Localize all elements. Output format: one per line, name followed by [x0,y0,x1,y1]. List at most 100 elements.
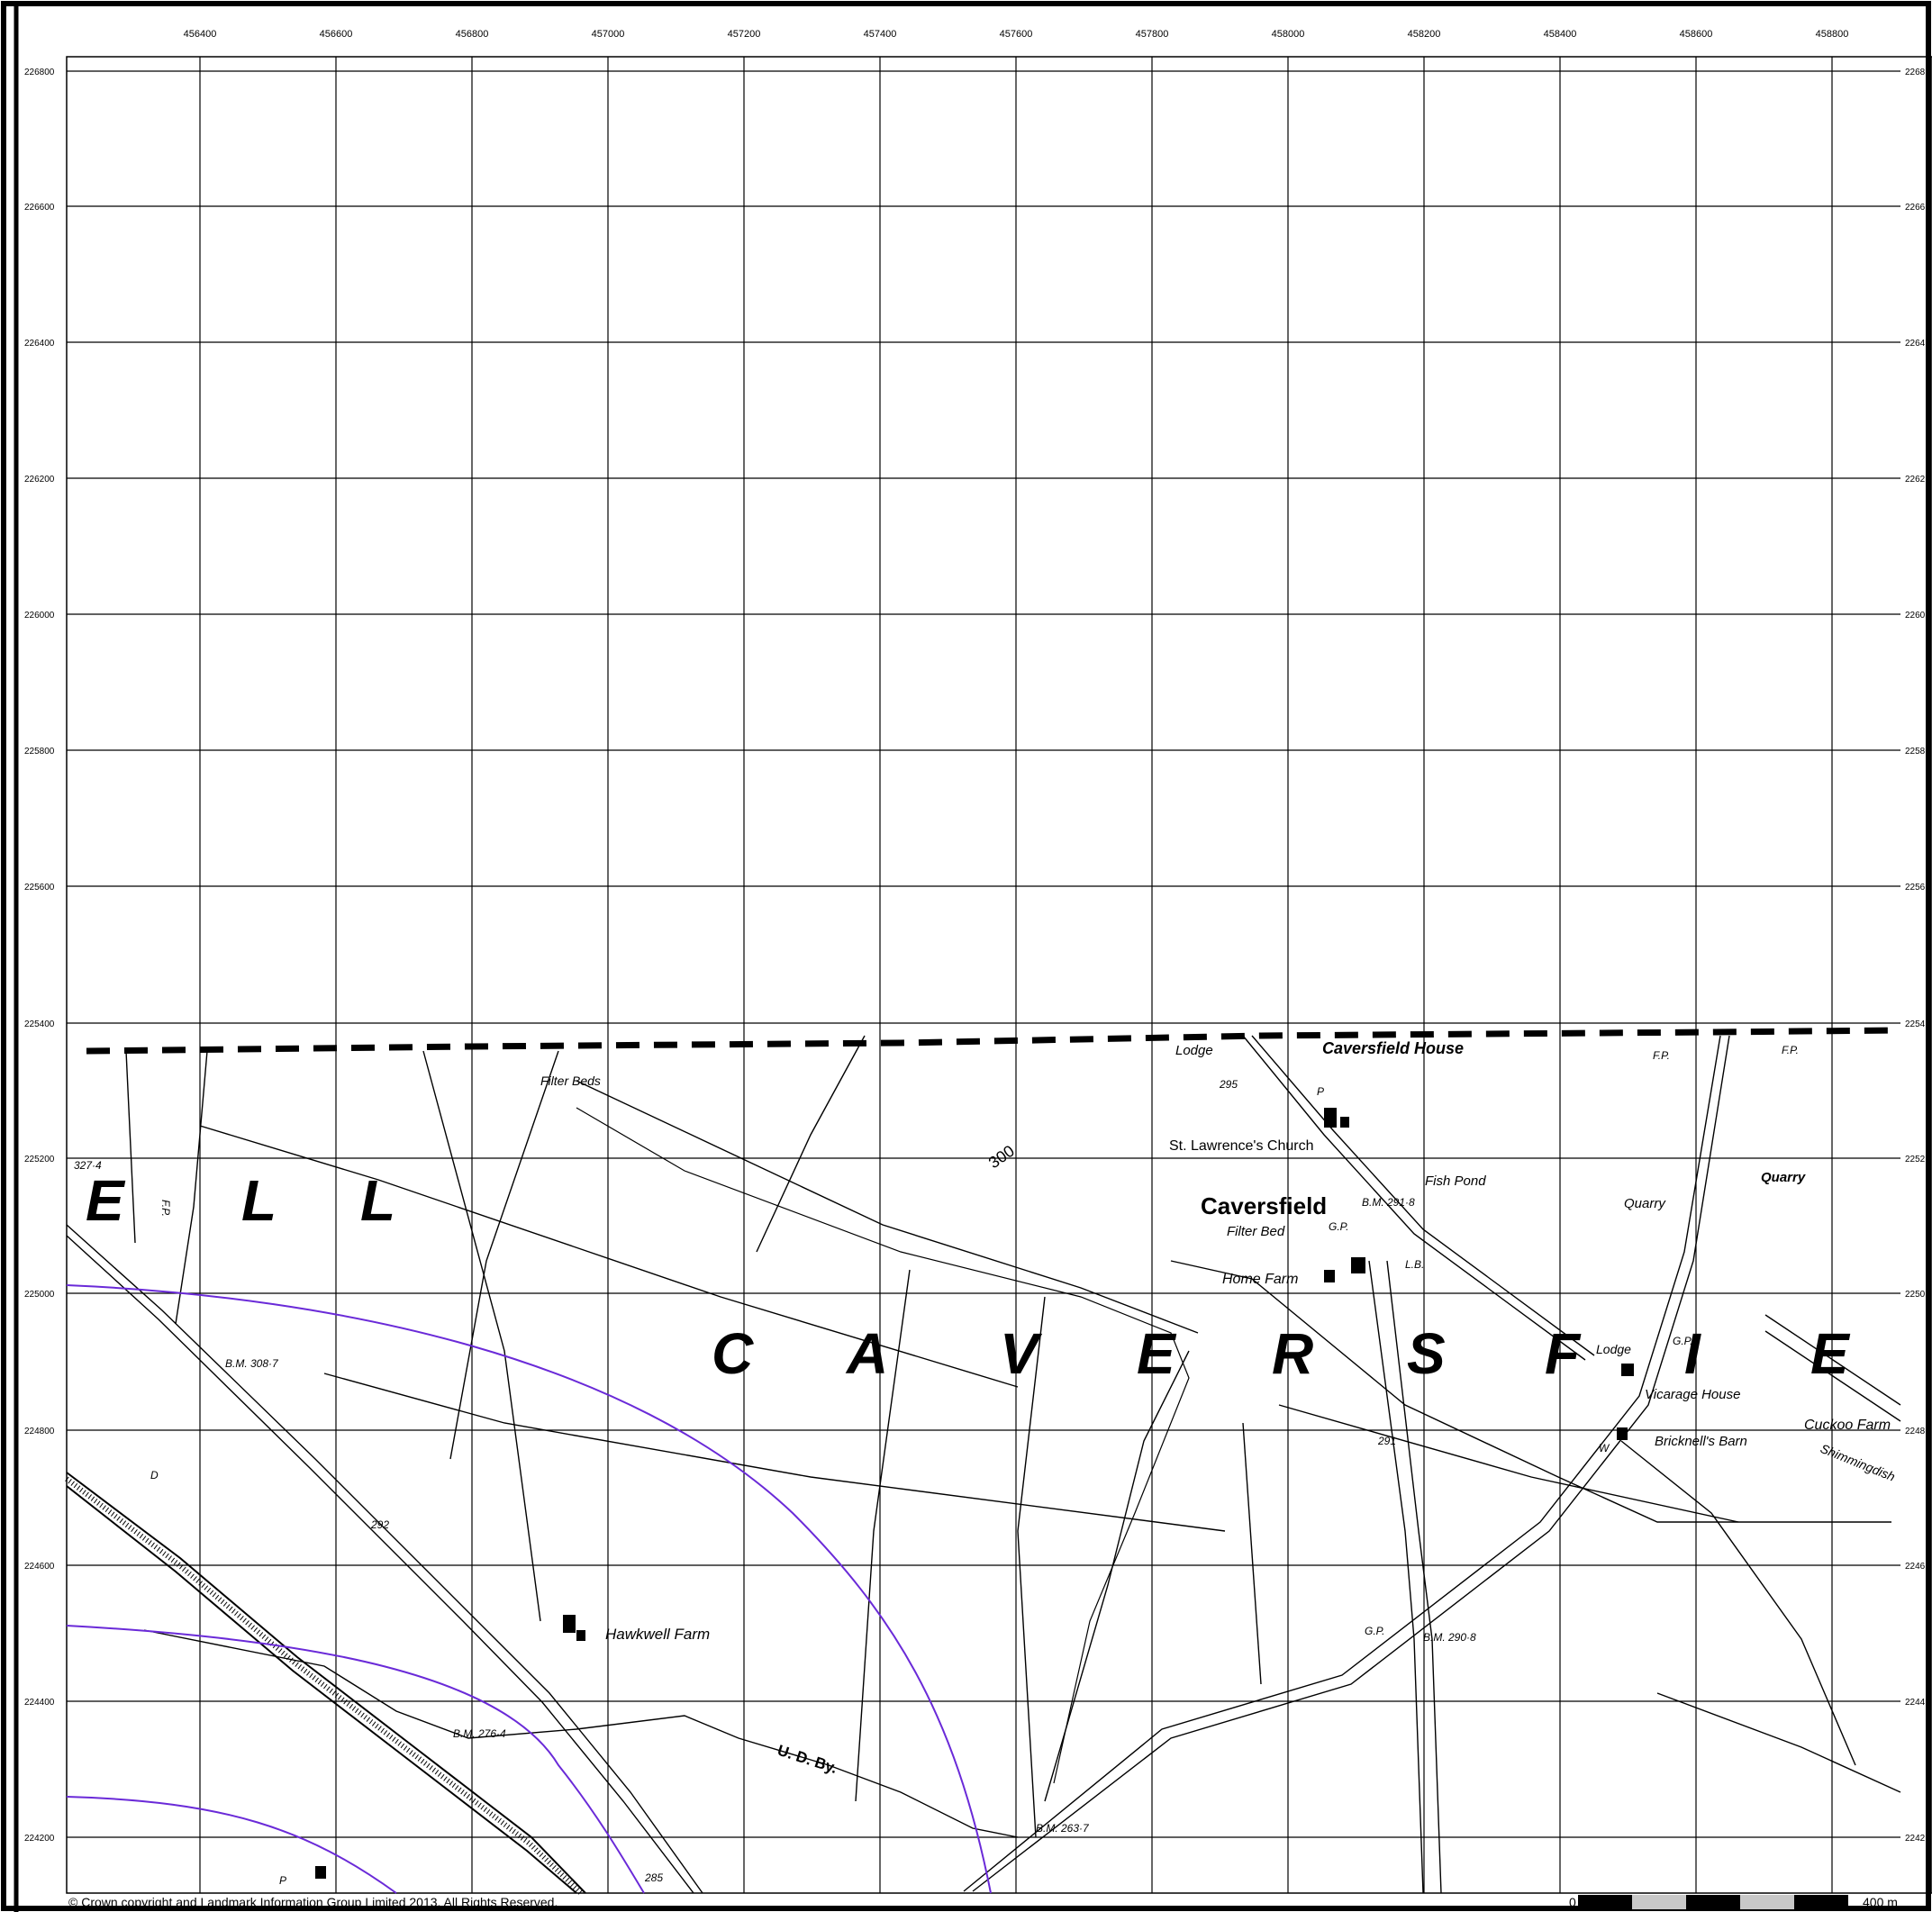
caversfield-label: Caversfield [1201,1192,1327,1219]
scale-bar: 0 400 m [1569,1895,1898,1909]
copyright-text: © Crown copyright and Landmark Informati… [68,1895,558,1909]
cuckoo-farm-label: Cuckoo Farm [1804,1418,1891,1433]
northing-label-right: 2258 [1905,747,1926,757]
quarry-label: Quarry [1761,1170,1806,1185]
p-label: P [279,1874,286,1887]
northing-label: 225600 [24,883,55,893]
p-label: P [1317,1085,1324,1098]
vicarage-house-label: Vicarage House [1645,1387,1740,1402]
benchmark-label: B.M. 308·7 [225,1357,279,1370]
parish-letter: R [1272,1321,1313,1386]
easting-label: 458800 [1816,29,1849,40]
easting-labels: 456400 456600 456800 457000 457200 45740… [184,29,1849,40]
parish-letter: E [1810,1321,1851,1386]
building-clusters [315,1108,1634,1879]
parish-letter: A [845,1321,888,1386]
northing-label-right: 2242 [1905,1834,1926,1844]
northing-label-right: 2266 [1905,203,1926,213]
easting-label: 457200 [728,29,761,40]
benchmark-label: B.M. 276·4 [453,1727,506,1740]
northing-label: 225000 [24,1290,55,1300]
benchmark-label: B.M. 291·8 [1362,1196,1415,1209]
parish-name-caversfield: C A V E R S F I E [712,1321,1851,1386]
map-extent-boundary [86,1027,1901,1055]
st-lawrences-church-label: St. Lawrence's Church [1169,1138,1313,1154]
spot-heights: B.M. 308·7 B.M. 276·4 B.M. 263·7 B.M. 29… [74,1078,1476,1884]
northing-label: 225400 [24,1019,55,1029]
northing-label: 226800 [24,68,55,77]
scale-end-label: 400 m [1863,1895,1898,1909]
lb-label: L.B. [1405,1258,1424,1271]
gp-label: G.P. [1329,1220,1348,1233]
northing-label-right: 2254 [1905,1019,1926,1029]
gp-label: G.P. [1673,1335,1692,1347]
northing-labels-right: 2268 2266 2264 2262 2260 2258 2256 2254 … [1905,68,1926,1844]
northing-labels: 226800 226600 226400 226200 226000 22580… [24,68,55,1844]
northing-label-right: 2264 [1905,339,1926,349]
parish-letter: C [712,1321,754,1386]
easting-label: 458600 [1680,29,1713,40]
easting-label: 457400 [864,29,897,40]
northing-label-right: 2252 [1905,1155,1926,1164]
northing-label: 226400 [24,339,55,349]
spot-height-label: 285 [644,1871,663,1884]
easting-label: 458200 [1408,29,1441,40]
parish-letter: S [1407,1321,1446,1386]
northing-label: 226200 [24,475,55,485]
northing-label-right: 2262 [1905,475,1926,485]
easting-label: 456600 [320,29,353,40]
scale-start-label: 0 [1569,1895,1576,1909]
northing-label: 226000 [24,611,55,621]
parish-letter: L [241,1168,277,1233]
caversfield-house-label: Caversfield House [1322,1039,1464,1057]
spot-height-label: 292 [370,1518,389,1531]
home-farm-label: Home Farm [1222,1272,1298,1287]
parish-letter: F [1545,1321,1582,1386]
route-curves [66,1284,992,1894]
northing-label-right: 2246 [1905,1562,1926,1572]
easting-label: 458000 [1272,29,1305,40]
northing-label-right: 2250 [1905,1290,1926,1300]
northing-label-right: 2260 [1905,611,1926,621]
historic-map-linework [65,1035,1901,1896]
w-label: W [1599,1442,1610,1454]
spot-height-label: 291 [1377,1435,1396,1447]
filter-beds-label: Filter Beds [540,1074,601,1088]
easting-label: 456400 [184,29,217,40]
parish-letter: E [1137,1321,1177,1386]
parish-letter: E [86,1168,126,1233]
northing-label-right: 2244 [1905,1698,1926,1708]
d-label: D [150,1469,159,1482]
northing-label-right: 2268 [1905,68,1926,77]
easting-label: 457800 [1136,29,1169,40]
fp-label: F.P. [1782,1044,1799,1056]
lodge-label: Lodge [1596,1342,1631,1356]
northing-label: 225800 [24,747,55,757]
northing-label: 226600 [24,203,55,213]
northing-label: 224800 [24,1427,55,1436]
small-annotations: G.P. G.P. G.P. L.B. F.P. F.P. F.P. P P D… [150,1044,1799,1887]
gp-label: G.P. [1365,1625,1384,1637]
parish-letter: V [1000,1321,1043,1386]
lodge-label: Lodge [1175,1043,1213,1058]
quarry-label: Quarry [1624,1196,1666,1211]
northing-label-right: 2256 [1905,883,1926,893]
grid-lines [67,57,1900,1893]
fp-label: F.P. [159,1200,172,1217]
easting-label: 457000 [592,29,625,40]
benchmark-label: B.M. 263·7 [1036,1822,1090,1835]
easting-label: 457600 [1000,29,1033,40]
spot-height-label: 295 [1219,1078,1238,1091]
easting-label: 456800 [456,29,489,40]
map-neatline [66,56,1932,1894]
fp-label: F.P. [1653,1049,1670,1062]
northing-label: 224200 [24,1834,55,1844]
benchmark-label: B.M. 290·8 [1423,1631,1476,1644]
parish-letter: L [360,1168,395,1233]
filter-bed-label: Filter Bed [1227,1224,1285,1239]
parish-name-left: E L L [86,1168,395,1233]
northing-label-right: 2248 [1905,1427,1926,1436]
northing-label: 225200 [24,1155,55,1164]
